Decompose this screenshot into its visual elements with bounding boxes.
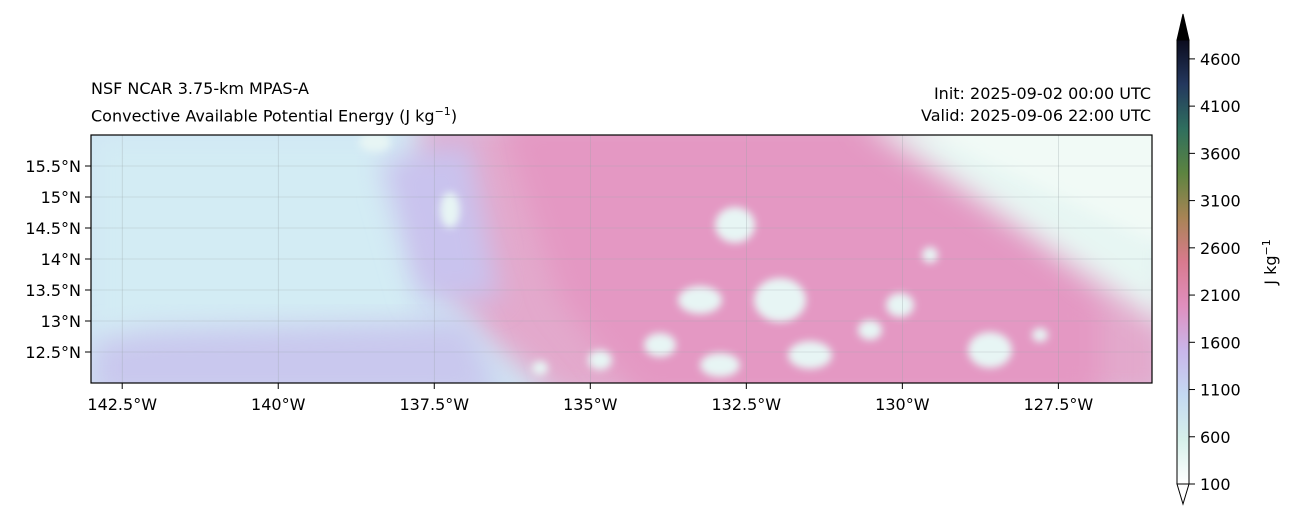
lat-tick-label: 12.5°N [25,343,81,362]
lat-tick-label: 14.5°N [25,219,81,238]
lat-tick-label: 13.5°N [25,281,81,300]
field-title-exponent: −1 [434,105,451,118]
lat-tick-label: 15°N [41,188,81,207]
lon-tick-label: 127.5°W [1024,395,1094,414]
colorbar-tick-label: 3100 [1200,192,1241,211]
colorbar: 100 600 1100 1600 2100 2600 3100 3600 4100 4600 J… [1176,13,1280,506]
lat-tick-label: 15.5°N [25,157,81,176]
lon-tick-label: 132.5°W [712,395,782,414]
lon-tick-label: 142.5°W [87,395,157,414]
lat-tick-label: 13°N [41,312,81,331]
colorbar-extend-max [1176,13,1190,41]
lon-tick-label: 140°W [251,395,306,414]
lat-tick-label: 14°N [41,250,81,269]
gridlines [91,135,1152,383]
lat-axis: 15.5°N 15°N 14.5°N 14°N 13.5°N 13°N 12.5°N [25,157,91,362]
colorbar-tick-label: 100 [1200,475,1231,494]
field-title-close: ) [450,106,458,126]
colorbar-label: J kg−1 [1260,239,1280,285]
lon-axis: 142.5°W 140°W 137.5°W 135°W 132.5°W 130°W 127.… [87,383,1093,414]
lon-tick-label: 135°W [563,395,618,414]
colorbar-tick-label: 3600 [1200,144,1241,163]
init-time: Init: 2025-09-02 00:00 UTC [933,84,1151,103]
lon-tick-label: 130°W [875,395,930,414]
colorbar-tick-label: 4100 [1200,97,1241,116]
colorbar-tick-label: 2100 [1200,286,1241,305]
cape-field [91,135,1152,383]
colorbar-tick-label: 1600 [1200,333,1241,352]
colorbar-gradient [1176,39,1190,485]
colorbar-tick-label: 2600 [1200,239,1241,258]
colorbar-tick-label: 4600 [1200,50,1241,69]
field-title-text: Convective Available Potential Energy (J… [91,106,435,126]
field-title: Convective Available Potential Energy (J… [91,106,457,124]
model-title: NSF NCAR 3.75-km MPAS-A [91,79,309,98]
lon-tick-label: 137.5°W [399,395,469,414]
colorbar-extend-min [1176,483,1190,506]
colorbar-tick-label: 600 [1200,428,1231,447]
valid-time: Valid: 2025-09-06 22:00 UTC [920,106,1151,125]
colorbar-tick-label: 1100 [1200,381,1241,400]
